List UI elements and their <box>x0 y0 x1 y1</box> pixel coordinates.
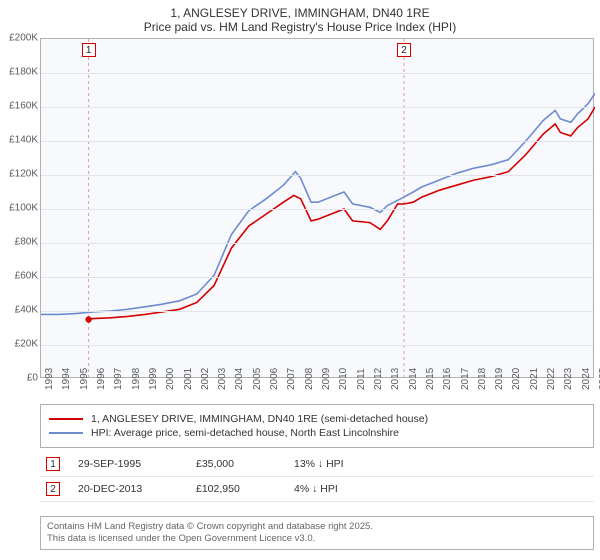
x-axis-label: 2024 <box>581 368 592 390</box>
x-axis-label: 2003 <box>217 368 228 390</box>
x-axis-label: 2019 <box>494 368 505 390</box>
attribution-line-2: This data is licensed under the Open Gov… <box>47 533 587 545</box>
x-axis-label: 2005 <box>252 368 263 390</box>
x-axis-label: 1994 <box>61 368 72 390</box>
plot-area: 1993199419951996199719981999200020012002… <box>40 38 594 378</box>
y-axis-label: £40K <box>0 305 38 316</box>
y-axis-label: £160K <box>0 101 38 112</box>
x-axis-label: 2023 <box>563 368 574 390</box>
legend-label-1: 1, ANGLESEY DRIVE, IMMINGHAM, DN40 1RE (… <box>91 413 428 425</box>
legend-row-1: 1, ANGLESEY DRIVE, IMMINGHAM, DN40 1RE (… <box>49 413 585 425</box>
chart-title-block: 1, ANGLESEY DRIVE, IMMINGHAM, DN40 1RE P… <box>0 0 600 36</box>
x-axis-label: 1993 <box>44 368 55 390</box>
x-axis-label: 2016 <box>442 368 453 390</box>
x-axis-label: 2020 <box>511 368 522 390</box>
legend-swatch-2 <box>49 432 83 434</box>
x-axis-label: 2000 <box>165 368 176 390</box>
x-axis-label: 2022 <box>546 368 557 390</box>
gridline <box>41 73 593 74</box>
gridline <box>41 209 593 210</box>
y-axis-label: £200K <box>0 33 38 44</box>
attribution-line-1: Contains HM Land Registry data © Crown c… <box>47 521 587 533</box>
x-axis-label: 2004 <box>234 368 245 390</box>
x-axis-label: 2007 <box>286 368 297 390</box>
series-price-paid <box>89 107 595 320</box>
x-axis-label: 2012 <box>373 368 384 390</box>
gridline <box>41 345 593 346</box>
x-axis-label: 2009 <box>321 368 332 390</box>
chart-marker-2: 2 <box>397 43 411 57</box>
chart-container: 1993 1994 1995 1996 1997 1998 1999 2000 2001 2002… <box>0 38 600 400</box>
x-axis-label: 1999 <box>148 368 159 390</box>
x-axis-label: 2021 <box>529 368 540 390</box>
marker-badge-1: 1 <box>46 457 60 471</box>
transaction-pct: 13% ↓ HPI <box>294 458 394 470</box>
x-axis-label: 2006 <box>269 368 280 390</box>
transaction-date: 29-SEP-1995 <box>78 458 178 470</box>
y-axis-label: £140K <box>0 135 38 146</box>
transaction-date: 20-DEC-2013 <box>78 483 178 495</box>
transaction-price: £35,000 <box>196 458 276 470</box>
transaction-row: 1 29-SEP-1995 £35,000 13% ↓ HPI <box>40 452 594 477</box>
transaction-price: £102,950 <box>196 483 276 495</box>
x-axis-label: 2013 <box>390 368 401 390</box>
y-axis-label: £60K <box>0 271 38 282</box>
legend-panel: 1, ANGLESEY DRIVE, IMMINGHAM, DN40 1RE (… <box>40 404 594 448</box>
x-axis-label: 2002 <box>200 368 211 390</box>
x-axis-label: 1995 <box>79 368 90 390</box>
x-axis-label: 2015 <box>425 368 436 390</box>
y-axis-label: £80K <box>0 237 38 248</box>
gridline <box>41 277 593 278</box>
chart-marker-1: 1 <box>82 43 96 57</box>
x-axis-label: 2008 <box>304 368 315 390</box>
attribution-panel: Contains HM Land Registry data © Crown c… <box>40 516 594 550</box>
x-axis-label: 2001 <box>183 368 194 390</box>
y-axis-label: £100K <box>0 203 38 214</box>
gridline <box>41 107 593 108</box>
x-axis-label: 1996 <box>96 368 107 390</box>
legend-swatch-1 <box>49 418 83 420</box>
series-hpi <box>41 93 595 314</box>
transaction-row: 2 20-DEC-2013 £102,950 4% ↓ HPI <box>40 477 594 502</box>
marker-badge-2: 2 <box>46 482 60 496</box>
transaction-table: 1 29-SEP-1995 £35,000 13% ↓ HPI 2 20-DEC… <box>40 452 594 502</box>
gridline <box>41 141 593 142</box>
y-axis-label: £120K <box>0 169 38 180</box>
x-axis-label: 1997 <box>113 368 124 390</box>
x-axis-label: 2011 <box>356 368 367 390</box>
x-axis-label: 2014 <box>408 368 419 390</box>
transaction-pct: 4% ↓ HPI <box>294 483 394 495</box>
gridline <box>41 311 593 312</box>
gridline <box>41 175 593 176</box>
x-axis-label: 2010 <box>338 368 349 390</box>
x-axis-label: 2018 <box>477 368 488 390</box>
legend-row-2: HPI: Average price, semi-detached house,… <box>49 427 585 439</box>
gridline <box>41 243 593 244</box>
y-axis-label: £0 <box>0 373 38 384</box>
title-line-2: Price paid vs. HM Land Registry's House … <box>0 20 600 34</box>
title-line-1: 1, ANGLESEY DRIVE, IMMINGHAM, DN40 1RE <box>0 6 600 20</box>
y-axis-label: £20K <box>0 339 38 350</box>
legend-label-2: HPI: Average price, semi-detached house,… <box>91 427 399 439</box>
x-axis-label: 1998 <box>131 368 142 390</box>
x-axis-label: 2017 <box>460 368 471 390</box>
y-axis-label: £180K <box>0 67 38 78</box>
